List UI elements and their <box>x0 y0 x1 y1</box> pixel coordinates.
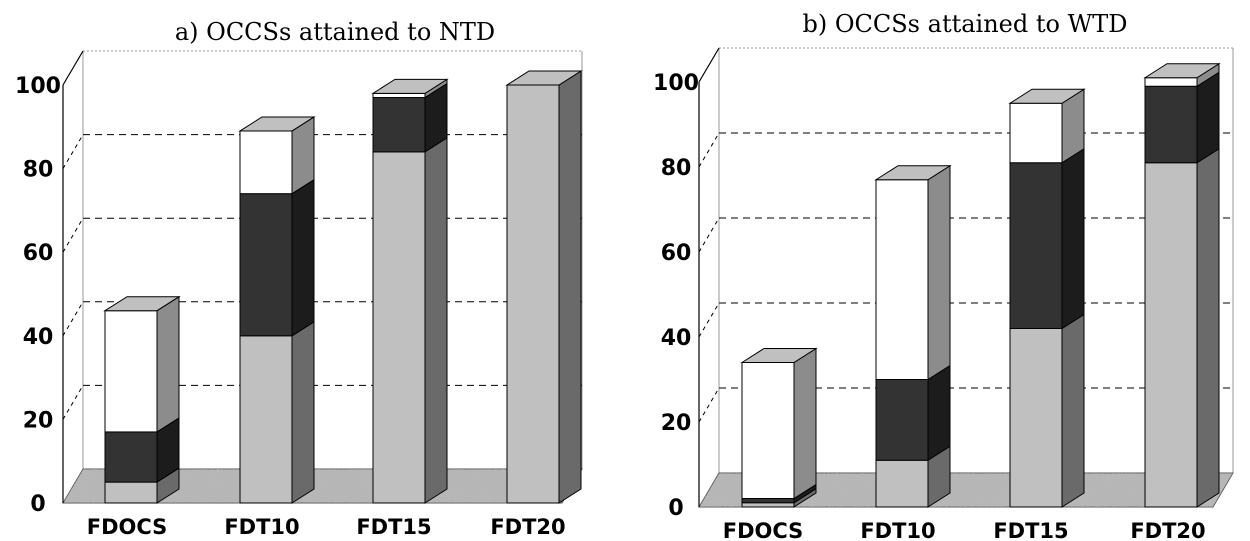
bar-top <box>740 348 818 363</box>
x-tick-label: FDT15 <box>356 515 431 539</box>
bar-segment <box>239 335 293 504</box>
bar-segment <box>1144 85 1198 164</box>
bar-top <box>238 116 316 132</box>
x-tick-label: FDOCS <box>87 515 168 539</box>
x-tick-label: FDT20 <box>1130 519 1205 541</box>
bar-top <box>874 165 952 181</box>
x-tick-label: FDT10 <box>224 515 299 539</box>
gridline-side <box>62 385 84 420</box>
y-tick-label: 80 <box>661 156 692 181</box>
bar-segment <box>104 310 158 433</box>
bar-side <box>927 364 951 462</box>
y-tick-label: 100 <box>653 71 699 96</box>
bar-segment <box>741 502 795 508</box>
y-tick-label: 40 <box>23 325 54 350</box>
bar-side <box>1061 313 1085 508</box>
bar-segment <box>741 362 795 499</box>
x-tick-label: FDT10 <box>860 519 935 541</box>
x-tick-label: FDOCS <box>723 519 804 541</box>
bar-side <box>927 164 951 381</box>
y-tick-label: 0 <box>668 496 683 521</box>
bar-segment <box>239 130 293 195</box>
y-tick-label: 60 <box>661 241 692 266</box>
y-tick-label: 40 <box>661 326 692 351</box>
floor-texture <box>63 469 582 503</box>
bar-segment <box>875 459 929 508</box>
bar-top <box>371 78 449 94</box>
bar-top <box>1008 88 1086 104</box>
y-tick-label: 80 <box>23 158 54 183</box>
bar-segment <box>372 97 426 153</box>
bar-segment <box>1144 162 1198 508</box>
gridline-side <box>62 301 84 337</box>
bar-segment <box>875 179 929 380</box>
gridline-side <box>698 302 720 338</box>
gridline-side <box>62 217 84 253</box>
bar-side <box>156 295 180 433</box>
bar-side <box>1196 71 1220 164</box>
gridline-side <box>698 387 720 423</box>
bar-segment <box>239 193 293 337</box>
chart-panel-b: b) OCCSs attained to WTD 0 20 40 60 80 100 FDO… <box>653 10 1234 541</box>
y-axis-top <box>698 47 720 83</box>
y-tick-label: 20 <box>23 408 54 433</box>
chart-title: b) OCCSs attained to WTD <box>802 10 1127 38</box>
side-wall <box>699 48 719 507</box>
gridline-side <box>698 217 720 253</box>
bar-side <box>424 136 448 504</box>
x-tick-label: FDT20 <box>490 515 565 539</box>
bar-segment <box>1009 102 1063 164</box>
bar-segment <box>104 431 158 483</box>
side-wall <box>63 51 83 503</box>
bar-side <box>291 178 315 337</box>
bar-top <box>103 296 181 312</box>
bar-side <box>291 320 315 504</box>
y-axis-top <box>62 50 84 86</box>
bar-segment <box>104 481 158 504</box>
y-tick-label: 0 <box>30 492 45 517</box>
bar-top <box>505 70 583 86</box>
bar-segment <box>372 92 426 99</box>
bar-side <box>1196 147 1220 508</box>
bar-segment <box>372 151 426 504</box>
bar-segment <box>506 84 560 504</box>
gridline-side <box>62 134 84 169</box>
chart-title: a) OCCSs attained to NTD <box>175 18 495 46</box>
chart-panel-a: a) OCCSs attained to NTD 0 20 40 60 80 100 FDO… <box>15 18 583 539</box>
bar-side <box>558 70 582 504</box>
y-tick-label: 60 <box>23 241 54 266</box>
bar-segment <box>875 379 929 461</box>
bar-segment <box>1144 77 1198 87</box>
floor-texture <box>699 473 1233 507</box>
y-tick-label: 20 <box>661 411 692 436</box>
bar-side <box>793 347 817 500</box>
y-tick-label: 100 <box>15 74 61 99</box>
bar-segment <box>1009 328 1063 508</box>
bar-top <box>1143 63 1221 79</box>
bar-segment <box>741 498 795 504</box>
bar-side <box>1061 147 1085 330</box>
gridline-side <box>698 132 720 168</box>
x-tick-label: FDT15 <box>993 519 1068 541</box>
bar-segment <box>1009 162 1063 329</box>
